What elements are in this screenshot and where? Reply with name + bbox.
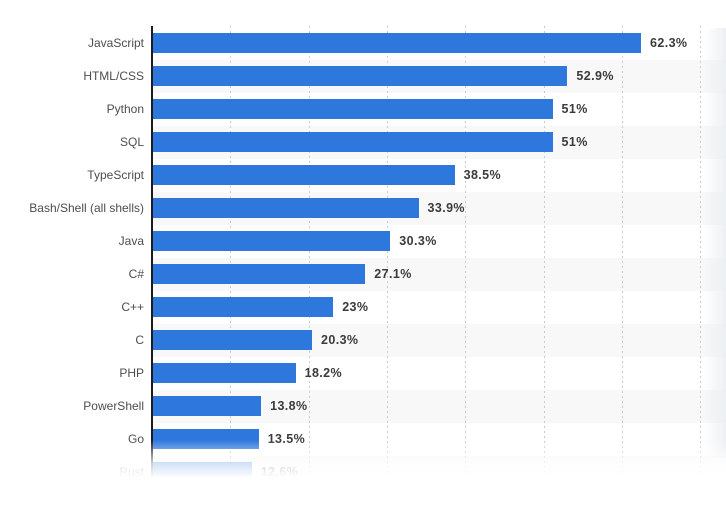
value-label: 51% bbox=[561, 102, 588, 116]
bar-row: C# 27.1% bbox=[0, 264, 726, 284]
bar-row: Java 30.3% bbox=[0, 231, 726, 251]
category-label: PowerShell bbox=[83, 399, 144, 413]
bar-row: PowerShell 13.8% bbox=[0, 396, 726, 416]
bar[interactable] bbox=[153, 33, 641, 53]
bar-row: C 20.3% bbox=[0, 330, 726, 350]
bar-row: SQL 51% bbox=[0, 132, 726, 152]
gridline bbox=[465, 26, 467, 476]
bar[interactable] bbox=[153, 132, 553, 152]
gridline bbox=[543, 26, 545, 476]
value-label: 33.9% bbox=[427, 201, 465, 215]
bar[interactable] bbox=[153, 165, 455, 185]
category-label: PHP bbox=[119, 366, 144, 380]
category-label: HTML/CSS bbox=[83, 69, 144, 83]
bar-row: C++ 23% bbox=[0, 297, 726, 317]
bar-row: Bash/Shell (all shells) 33.9% bbox=[0, 198, 726, 218]
bar-row: PHP 18.2% bbox=[0, 363, 726, 383]
category-label: Bash/Shell (all shells) bbox=[29, 201, 144, 215]
category-label: TypeScript bbox=[87, 168, 144, 182]
value-label: 30.3% bbox=[399, 234, 437, 248]
card-right-edge-shade bbox=[704, 28, 726, 458]
bar[interactable] bbox=[153, 198, 419, 218]
gridline bbox=[700, 26, 702, 476]
bar[interactable] bbox=[153, 264, 366, 284]
category-label: SQL bbox=[119, 135, 144, 149]
bar[interactable] bbox=[153, 396, 262, 416]
category-label: Python bbox=[106, 102, 144, 116]
value-label: 27.1% bbox=[374, 267, 412, 281]
bar-row: Python 51% bbox=[0, 99, 726, 119]
gridline bbox=[387, 26, 388, 476]
category-label: Java bbox=[118, 234, 144, 248]
bar[interactable] bbox=[153, 363, 296, 383]
value-label: 13.8% bbox=[270, 399, 308, 413]
y-axis-line bbox=[151, 26, 153, 476]
value-label: 62.3% bbox=[650, 36, 688, 50]
bar[interactable] bbox=[153, 99, 553, 119]
value-label: 18.2% bbox=[304, 366, 343, 380]
value-label: 20.3% bbox=[321, 333, 359, 347]
bar[interactable] bbox=[153, 297, 334, 317]
gridline bbox=[230, 26, 232, 476]
bottom-fade-overlay bbox=[0, 430, 726, 523]
category-label: JavaScript bbox=[87, 36, 144, 50]
value-label: 38.5% bbox=[463, 168, 502, 182]
bar[interactable] bbox=[153, 231, 391, 251]
bar-row: HTML/CSS 52.9% bbox=[0, 66, 726, 86]
bar[interactable] bbox=[153, 330, 312, 350]
value-label: 52.9% bbox=[576, 69, 614, 83]
value-label: 51% bbox=[561, 135, 588, 149]
bar-row: JavaScript 62.3% bbox=[0, 33, 726, 53]
bar-row: TypeScript 38.5% bbox=[0, 165, 726, 185]
value-label: 23% bbox=[342, 300, 369, 314]
gridline bbox=[622, 26, 623, 476]
gridline bbox=[308, 26, 310, 476]
bar[interactable] bbox=[153, 66, 568, 86]
category-label: C++ bbox=[121, 300, 144, 314]
category-label: C# bbox=[128, 267, 144, 281]
category-label: C bbox=[135, 333, 144, 347]
